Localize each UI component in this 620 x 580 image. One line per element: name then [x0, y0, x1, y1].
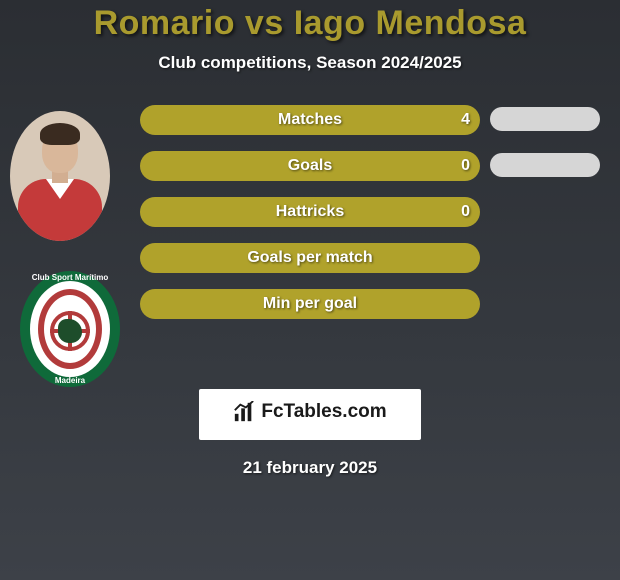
infographic-root: Romario vs Iago Mendosa Club competition…: [0, 0, 620, 580]
stat-value-left: 4: [440, 111, 470, 129]
bar-right: [490, 107, 600, 131]
stat-row: Min per goal: [140, 289, 610, 323]
badge-top-text: Club Sport Marítimo: [20, 273, 120, 282]
chart-icon: [233, 401, 255, 423]
stat-label: Hattricks: [140, 203, 480, 221]
stat-value-left: 0: [440, 203, 470, 221]
stat-label: Goals: [140, 157, 480, 175]
stat-row: Goals0: [140, 151, 610, 185]
bar-left: Goals per match: [140, 243, 480, 273]
stat-label: Min per goal: [140, 295, 480, 313]
stat-row: Matches4: [140, 105, 610, 139]
brand-text: FcTables.com: [261, 401, 386, 423]
player-photo-left: [10, 111, 110, 241]
chart-rows: Matches4Goals0Hattricks0Goals per matchM…: [140, 105, 610, 335]
subtitle: Club competitions, Season 2024/2025: [0, 53, 620, 73]
stat-value-left: 0: [440, 157, 470, 175]
bar-right: [490, 153, 600, 177]
bar-left: Hattricks0: [140, 197, 480, 227]
stat-row: Goals per match: [140, 243, 610, 277]
brand-logo: FcTables.com: [233, 401, 386, 423]
stat-label: Matches: [140, 111, 480, 129]
footer: FcTables.com 21 february 2025: [0, 389, 620, 478]
page-title: Romario vs Iago Mendosa: [0, 4, 620, 43]
badge-bottom-text: Madeira: [20, 376, 120, 385]
stat-label: Goals per match: [140, 249, 480, 267]
bar-left: Matches4: [140, 105, 480, 135]
club-badge-icon: Club Sport Marítimo Madeira: [20, 271, 120, 387]
stat-row: Hattricks0: [140, 197, 610, 231]
bar-left: Min per goal: [140, 289, 480, 319]
brand-box: FcTables.com: [199, 389, 420, 440]
comparison-chart: Club Sport Marítimo Madeira Matches4 Goal…: [0, 105, 620, 385]
bar-left: Goals0: [140, 151, 480, 181]
date-text: 21 february 2025: [0, 458, 620, 478]
